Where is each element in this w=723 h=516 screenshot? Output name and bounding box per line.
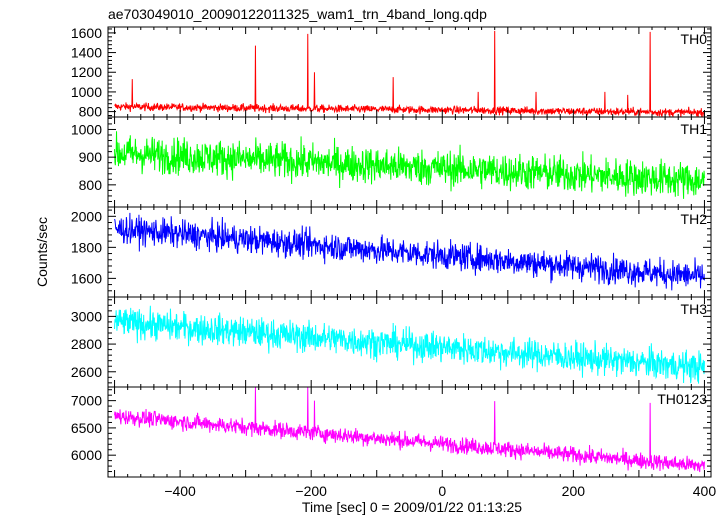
y-tick-label: 1200 xyxy=(71,64,102,80)
y-axis-label: Counts/sec xyxy=(34,217,50,287)
panel-label-th2: TH2 xyxy=(681,211,708,227)
x-tick-labels: −400 −200 0 200 400 xyxy=(164,483,716,499)
y-tick-label: 1000 xyxy=(71,121,102,137)
series-th3 xyxy=(114,305,705,384)
panel-label-th0123: TH0123 xyxy=(657,391,707,407)
panel-th0123: 6000 6500 7000 TH0123 xyxy=(71,386,712,478)
y-tick-label: 7000 xyxy=(71,393,102,409)
y-tick-label: 900 xyxy=(79,149,103,165)
y-tick-label: 6500 xyxy=(71,420,102,436)
y-tick-label: 1000 xyxy=(71,84,102,100)
y-tick-label: 1800 xyxy=(71,239,102,255)
series-th0123 xyxy=(114,387,705,473)
y-tick-label: 1600 xyxy=(71,270,102,286)
x-tick-label: −200 xyxy=(295,483,327,499)
y-tick-label: 800 xyxy=(79,177,103,193)
panel-th0: 800 1000 1200 1400 1600 TH0 xyxy=(71,25,712,120)
x-axis-label: Time [sec] 0 = 2009/01/22 01:13:25 xyxy=(302,499,522,515)
x-tick-label: 200 xyxy=(562,483,586,499)
series-th0 xyxy=(114,30,705,117)
panel-th2: 1600 1800 2000 TH2 xyxy=(71,206,712,298)
panel-frame xyxy=(107,26,712,118)
y-tick-label: 2600 xyxy=(71,364,102,380)
panel-th1: 800 900 1000 TH1 xyxy=(71,116,712,208)
y-tick-label: 2800 xyxy=(71,336,102,352)
panel-label-th0: TH0 xyxy=(681,31,708,47)
y-tick-label: 6000 xyxy=(71,447,102,463)
y-tick-label: 800 xyxy=(79,104,103,120)
panel-frame xyxy=(107,386,712,478)
x-tick-label: 0 xyxy=(438,483,446,499)
panel-th3: 2600 2800 3000 TH3 xyxy=(71,296,712,388)
y-tick-label: 1400 xyxy=(71,45,102,61)
series-th1 xyxy=(114,131,705,199)
y-tick-label: 1600 xyxy=(71,25,102,41)
panel-label-th3: TH3 xyxy=(681,301,708,317)
x-tick-label: −400 xyxy=(164,483,196,499)
panel-label-th1: TH1 xyxy=(681,121,708,137)
panel-frame xyxy=(107,206,712,298)
y-tick-label: 3000 xyxy=(71,308,102,324)
series-th2 xyxy=(114,212,705,291)
chart-title: ae703049010_20090122011325_wam1_trn_4ban… xyxy=(108,6,487,22)
x-tick-label: 400 xyxy=(693,483,717,499)
y-tick-label: 2000 xyxy=(71,208,102,224)
